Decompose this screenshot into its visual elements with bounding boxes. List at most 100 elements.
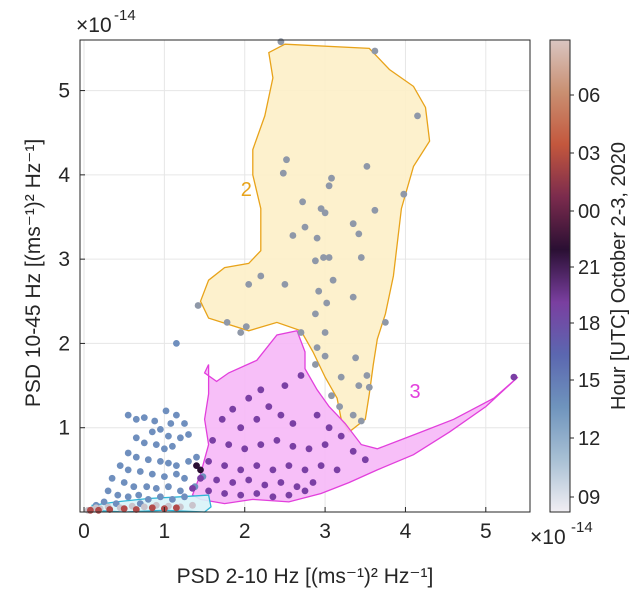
data-point-late [321, 329, 329, 336]
data-point-late [357, 417, 365, 425]
data-point-early [132, 415, 140, 423]
data-point-evening [197, 474, 204, 482]
data-point-evening [305, 445, 313, 453]
data-point-late [382, 319, 389, 326]
data-point-evening [301, 466, 309, 474]
data-point-late [321, 352, 329, 360]
data-point-early [124, 493, 132, 501]
data-point-early [165, 432, 172, 440]
data-point-late [363, 372, 371, 379]
data-point-early [135, 491, 143, 499]
data-point-late [313, 234, 321, 242]
data-point-evening [257, 441, 265, 448]
data-point-evening [205, 458, 213, 465]
data-point-early [165, 483, 172, 491]
data-point-early [161, 473, 168, 480]
data-point-evening [321, 441, 329, 448]
x-tick-label: 5 [480, 520, 492, 543]
data-point-early [181, 493, 188, 501]
data-point-evening [265, 403, 273, 410]
data-point-early [144, 496, 152, 503]
data-point-early [124, 449, 132, 457]
data-point-morning [106, 506, 114, 513]
data-point-early [161, 445, 168, 453]
x-exponent: ×10 -14 [530, 519, 593, 549]
data-point-late [371, 47, 379, 55]
data-point-evening [269, 466, 277, 474]
data-point-late [313, 344, 321, 351]
data-point-evening [237, 491, 245, 499]
data-point-late [315, 287, 323, 295]
colorbar-tick-label: 09 [578, 487, 600, 509]
data-point-evening [229, 479, 237, 486]
data-point-evening [301, 487, 309, 495]
y-tick-label: 5 [58, 80, 70, 103]
y-exponent-power: -14 [114, 7, 136, 24]
data-point-early [177, 487, 184, 495]
data-point-late [277, 38, 285, 46]
colorbar-tick-label: 00 [578, 201, 600, 223]
colorbar-ticks: 09 12 15 18 21 00 03 06 [570, 85, 600, 509]
data-point-late [357, 254, 365, 261]
data-point-evening [253, 415, 261, 423]
data-point-evening [281, 382, 289, 389]
data-point-early [114, 491, 122, 499]
data-point-early [169, 496, 176, 503]
data-point-late [323, 299, 331, 307]
data-point-early [124, 411, 132, 419]
x-exponent-base: ×10 [530, 526, 566, 549]
region-label: 3 [409, 381, 420, 403]
data-point-evening [285, 491, 293, 499]
data-point-dawn [140, 503, 148, 511]
colorbar-tick-label: 18 [578, 313, 600, 335]
data-point-evening [333, 466, 341, 474]
data-point-evening [253, 462, 261, 469]
data-point-late [349, 411, 357, 419]
data-point-evening [237, 424, 245, 432]
y-axis-label: PSD 10-45 Hz [(ms⁻¹)² Hz⁻¹] [22, 139, 45, 407]
data-point-evening [277, 479, 285, 486]
data-point-late [317, 205, 325, 213]
region-label: 2 [241, 179, 252, 201]
plot-frame [79, 39, 531, 513]
data-point-evening [245, 394, 253, 402]
data-point-early [140, 414, 148, 421]
x-exponent-power: -14 [571, 519, 593, 536]
data-point-late [223, 319, 231, 326]
y-tick-label: 2 [58, 332, 70, 355]
data-point-evening [313, 411, 321, 419]
data-point-early [173, 462, 180, 469]
colorbar [549, 39, 571, 513]
data-point-early [181, 420, 188, 427]
data-point-morning [173, 504, 180, 512]
data-point-late [312, 257, 319, 265]
data-point-early [173, 470, 180, 478]
data-point-early [136, 468, 144, 475]
data-point-evening [218, 415, 226, 423]
data-point-evening [245, 476, 253, 484]
data-point-morning [87, 506, 94, 514]
data-point-late [312, 310, 319, 318]
y-tick-label: 4 [58, 164, 70, 187]
data-point-morning [132, 506, 140, 513]
data-point-early [169, 442, 176, 450]
data-point-early [185, 458, 192, 465]
data-point-late [371, 206, 379, 214]
y-exponent-base: ×10 [76, 14, 112, 37]
data-point-evening [269, 493, 277, 501]
data-point-late [289, 232, 297, 239]
colorbar-tick-label: 21 [578, 257, 600, 279]
data-point-late [352, 354, 359, 362]
data-point-early [157, 493, 164, 501]
data-point-evening [189, 485, 196, 492]
y-tick-label: 1 [58, 417, 70, 440]
data-point-late [355, 382, 363, 389]
data-point-late [194, 302, 202, 309]
data-point-early [100, 498, 108, 506]
data-point-early [173, 411, 180, 419]
data-point-early [148, 428, 156, 436]
data-point-evening [273, 437, 281, 444]
data-point-late [337, 373, 345, 381]
x-tick-label: 4 [400, 520, 412, 543]
colorbar-tick-label: 06 [578, 85, 600, 107]
